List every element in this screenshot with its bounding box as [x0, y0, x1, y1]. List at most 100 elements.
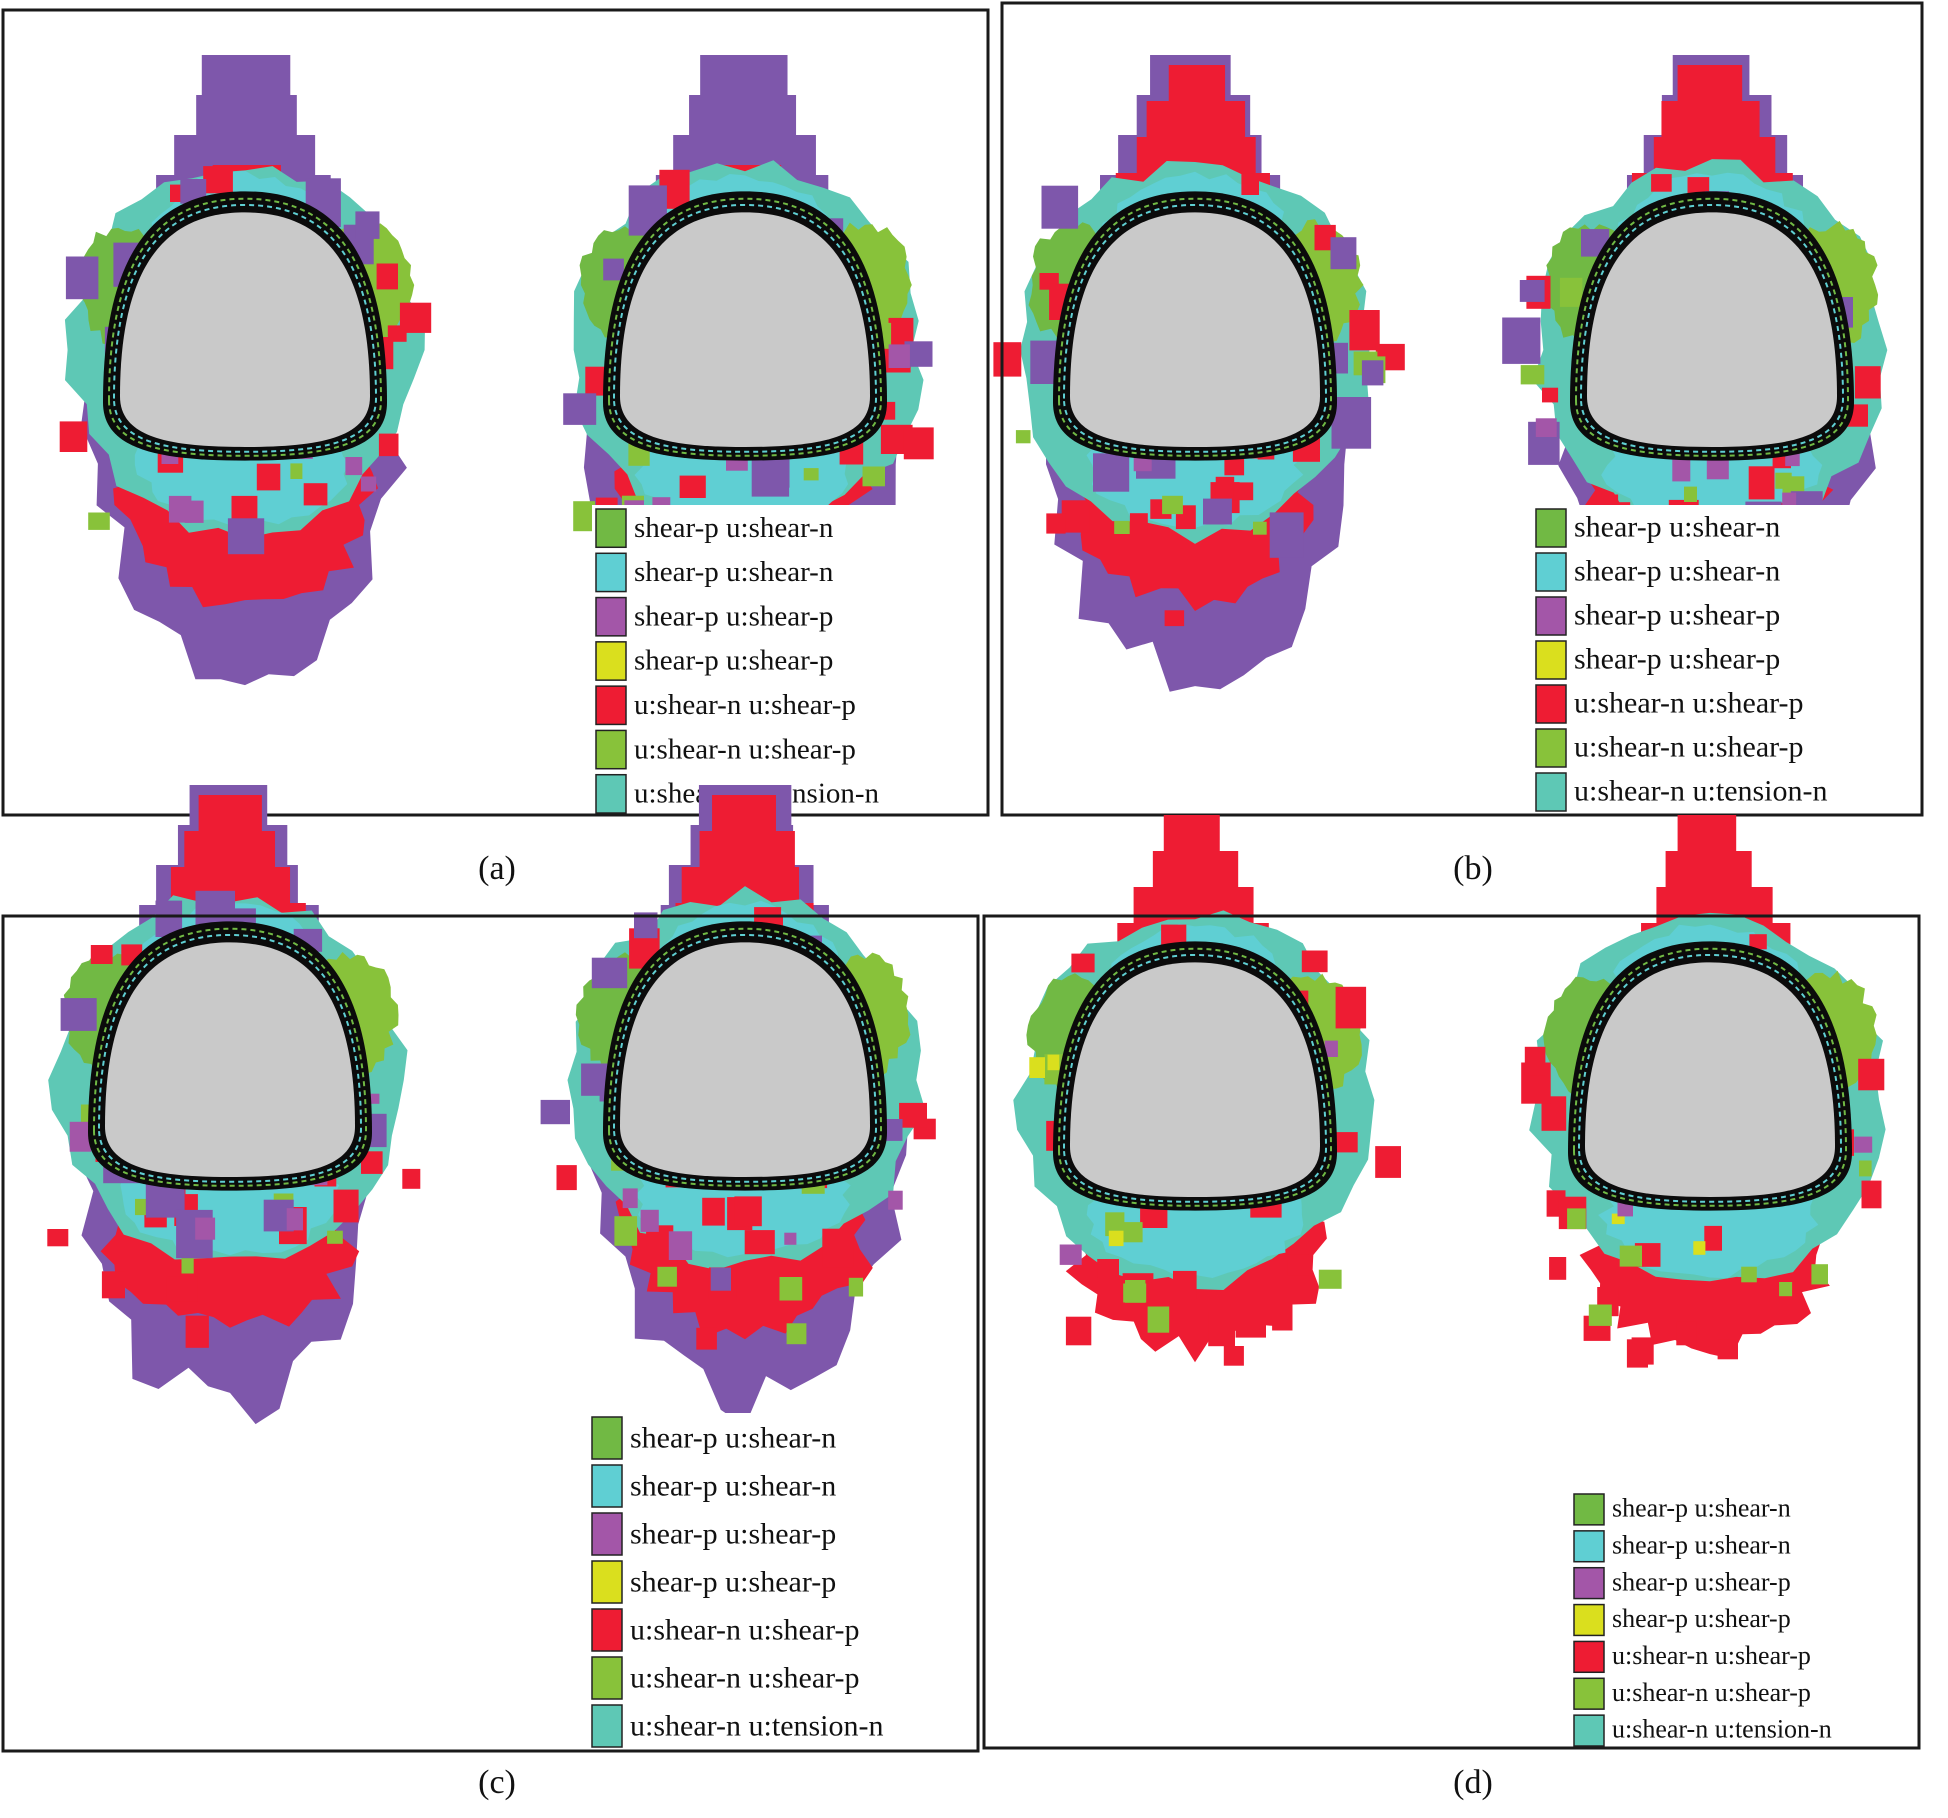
zone-patch-lime — [1811, 1264, 1828, 1285]
zone-patch-purple — [1361, 360, 1384, 386]
zone-patch-magenta — [1854, 1136, 1873, 1153]
zone-patch-red — [378, 433, 399, 457]
zone-patch-red — [1858, 1058, 1885, 1091]
zone-patch-red — [1748, 466, 1775, 500]
zone-patch-lime — [1684, 486, 1697, 502]
zone-patch-purple — [563, 393, 597, 425]
zone-patch-red — [1046, 513, 1066, 534]
legend-swatch-teal — [591, 1704, 623, 1748]
legend-swatch-green — [1535, 508, 1567, 548]
zone-patch-purple — [1269, 512, 1304, 558]
zone-patch-red — [1542, 387, 1559, 403]
tunnel-model — [1521, 815, 1886, 1368]
zone-patch-magenta — [1706, 456, 1729, 480]
zone-patch-lime — [573, 501, 595, 532]
zone-patch-red — [679, 475, 706, 498]
legend-label: shear-p u:shear-n — [1574, 511, 1780, 544]
zone-patch-purple — [1502, 317, 1541, 364]
legend-label: shear-p u:shear-p — [1574, 599, 1780, 632]
tunnel-opening — [620, 942, 870, 1177]
zone-patch-red — [1631, 1337, 1654, 1365]
zone-patch-lime — [1619, 1245, 1642, 1267]
zone-patch-yellow — [1029, 1057, 1045, 1078]
caption-c: (c) — [478, 1764, 516, 1801]
zone-patch-red — [303, 483, 328, 506]
legend-swatch-cyan — [1535, 552, 1567, 592]
zone-patch-red — [101, 1271, 125, 1299]
zone-patch-red — [1854, 366, 1881, 399]
legend-label: shear-p u:shear-n — [1612, 1494, 1791, 1523]
zone-patch-red — [899, 1102, 927, 1128]
tunnel-opening — [620, 212, 870, 447]
zone-patch-lime — [1114, 520, 1130, 534]
zone-patch-red — [1314, 224, 1336, 251]
legend: shear-p u:shear-n shear-p u:shear-n shear-… — [592, 505, 980, 815]
lining-segment-ring — [107, 197, 383, 457]
zone-patch-purple — [195, 890, 235, 927]
legend-swatch-lime — [1535, 728, 1567, 768]
lining-segment-ring — [607, 197, 883, 457]
zone-patch-lime — [779, 1277, 803, 1301]
panel-frame — [982, 914, 1921, 1750]
legend-swatch-cyan — [1573, 1530, 1605, 1563]
zone-patch-lime — [1588, 1304, 1612, 1326]
legend-swatch-green — [595, 508, 627, 549]
legend-swatch-lime — [591, 1656, 623, 1700]
zone-patch-purple — [581, 1063, 609, 1096]
zone-patch-red — [1071, 953, 1095, 973]
legend-label: u:shear-n u:shear-p — [1574, 687, 1804, 720]
zone-patch-purple — [1203, 498, 1232, 525]
legend-swatch-magenta — [595, 596, 627, 637]
zone-patch-red — [556, 1165, 577, 1191]
zone-patch-red — [744, 1230, 775, 1255]
legend-label: shear-p u:shear-p — [1574, 643, 1780, 676]
panel-c: shear-p u:shear-n shear-p u:shear-n shear-… — [1, 785, 980, 1753]
legend-swatch-magenta — [1573, 1566, 1605, 1600]
lining-segment-ring — [1057, 197, 1333, 457]
zone-patch-lime — [786, 1323, 807, 1345]
zone-patch-purple — [540, 1099, 570, 1125]
zone-patch-lime — [614, 1216, 638, 1246]
legend-label: u:shear-n u:shear-p — [634, 733, 856, 765]
zone-patch-red — [90, 945, 113, 964]
zone-patch-red — [993, 342, 1022, 377]
zone-patch-purple — [591, 957, 628, 989]
panel-a: shear-p u:shear-n shear-p u:shear-n shear-… — [1, 8, 990, 817]
zone-patch-magenta — [1535, 418, 1557, 437]
legend-swatch-red — [1535, 684, 1567, 724]
zone-patch-yellow — [1047, 1054, 1060, 1071]
zone-patch-magenta — [286, 1208, 303, 1231]
tunnel-model — [540, 785, 936, 1427]
tunnel-model — [47, 785, 421, 1425]
zone-patch-red — [1861, 1180, 1882, 1209]
zone-patch-magenta — [1324, 1040, 1338, 1057]
zone-patch-magenta — [1059, 1244, 1082, 1265]
zone-patch-red — [47, 1229, 69, 1247]
zone-patch-red — [1704, 1225, 1722, 1251]
zone-patch-lime — [1253, 521, 1267, 535]
lining-segment-ring — [1574, 197, 1850, 457]
zone-patch-red — [1375, 1146, 1401, 1178]
zone-patch-purple — [603, 258, 624, 281]
legend-swatch-teal — [1535, 772, 1567, 812]
legend-label: shear-p u:shear-n — [1574, 555, 1780, 588]
zone-patch-red — [1241, 173, 1259, 195]
zone-patch-lime — [88, 512, 110, 530]
zone-patch-purple — [1519, 280, 1545, 302]
zone-patch-red — [734, 1196, 762, 1227]
zone-patch-red — [1233, 482, 1254, 501]
legend-background — [592, 505, 980, 815]
legend-label: shear-p u:shear-p — [1612, 1567, 1791, 1596]
zone-patch-red — [166, 1276, 198, 1302]
tunnel-opening — [1587, 212, 1837, 447]
legend-swatch-lime — [1573, 1677, 1605, 1710]
tunnel-opening — [1585, 962, 1835, 1197]
zone-patch-magenta — [367, 1093, 380, 1104]
zone-patch-magenta — [784, 1232, 797, 1245]
zone-patch-yellow — [1108, 1230, 1124, 1247]
tunnel-model — [1013, 815, 1401, 1366]
zone-patch-purple — [60, 998, 97, 1031]
tunnel-opening — [120, 212, 370, 447]
legend-label: shear-p u:shear-n — [1612, 1530, 1791, 1559]
zone-patch-red — [1129, 513, 1148, 532]
